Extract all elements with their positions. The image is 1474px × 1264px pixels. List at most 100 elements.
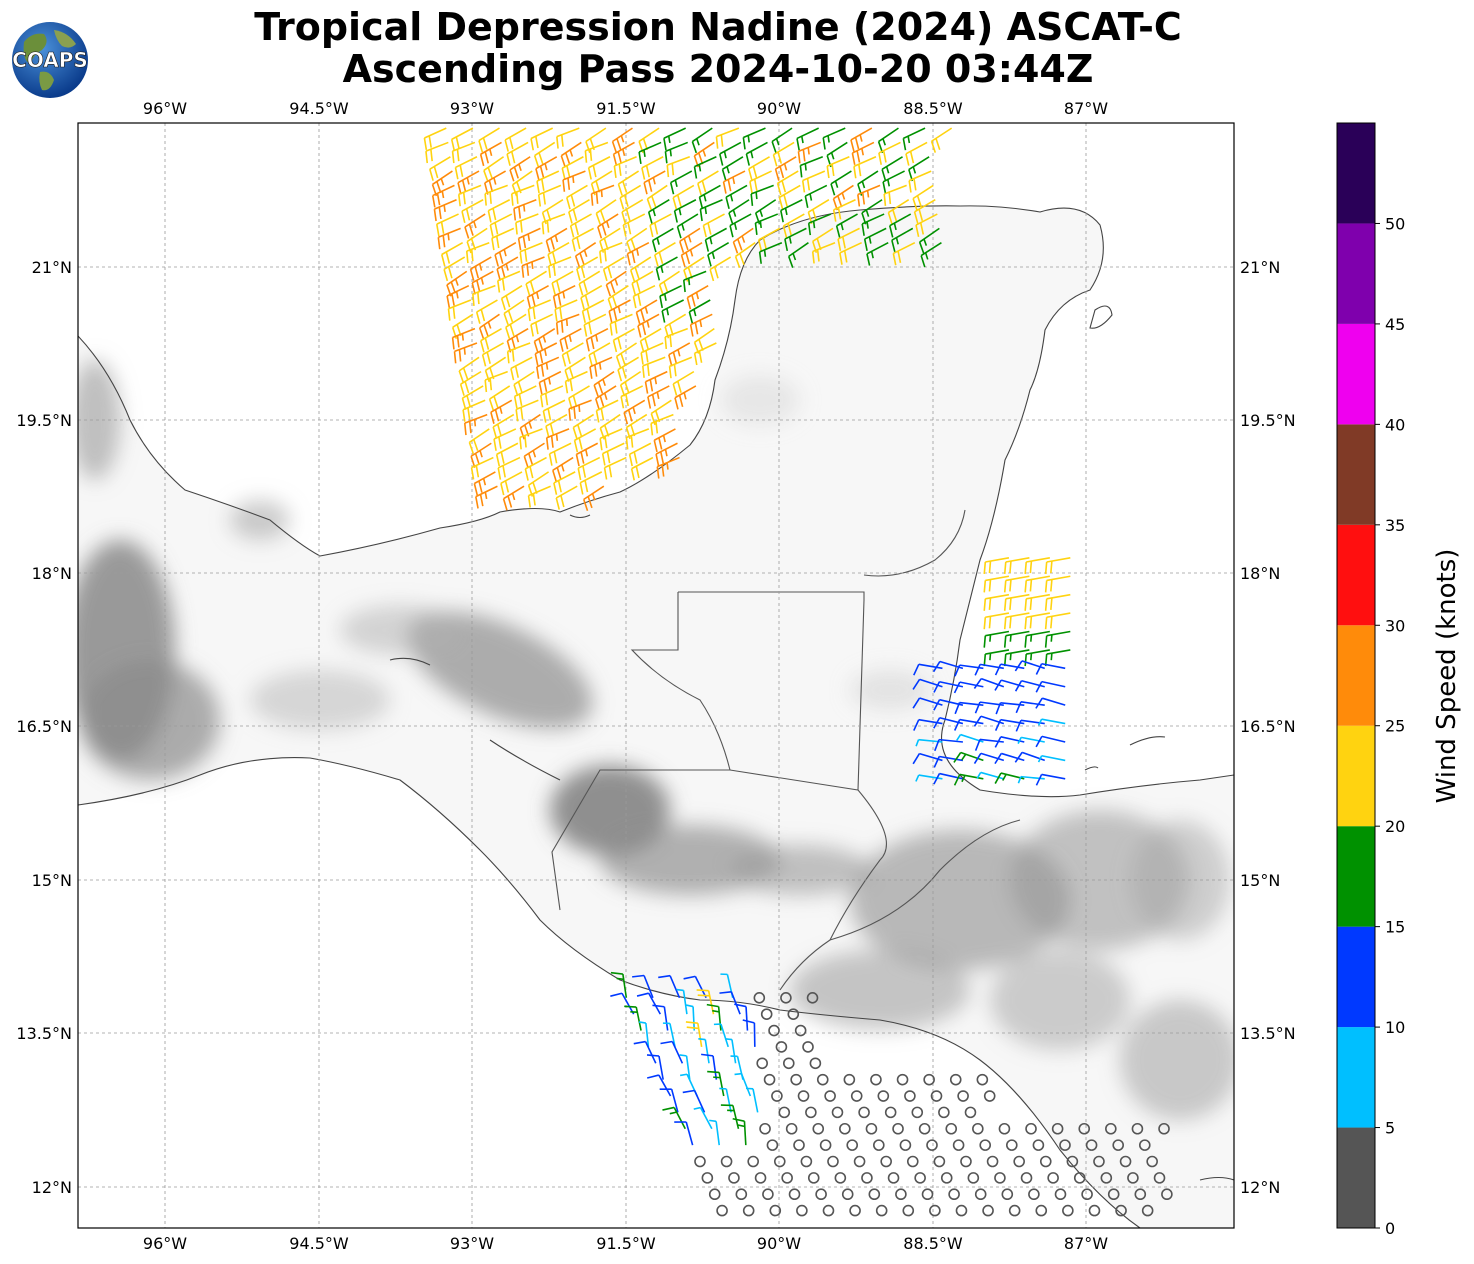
wind-barb [797, 141, 822, 164]
wind-barb [513, 370, 535, 397]
wind-barb [812, 1122, 825, 1135]
wind-barb [443, 256, 466, 282]
wind-barb [994, 736, 1025, 748]
wind-barb [934, 738, 963, 752]
wind-barb [953, 681, 984, 694]
wind-barb [719, 141, 742, 166]
wind-barb [664, 327, 688, 349]
wind-barb [853, 1155, 866, 1168]
lat-tick-label: 12°N [1240, 1178, 1280, 1197]
wind-barb [462, 399, 486, 422]
wind-barb [776, 170, 799, 196]
wind-barb [722, 170, 746, 194]
wind-barb [469, 256, 492, 281]
lon-ticks-top: 96°W 94.5°W 93°W 91.5°W 90°W 88.5°W 87°W [143, 99, 1108, 118]
wind-barb [754, 213, 779, 235]
wind-barb [1024, 557, 1050, 575]
wind-barb [955, 1204, 968, 1217]
wind-barb [571, 227, 594, 252]
wind-barb [782, 1057, 795, 1070]
wind-barb [1044, 593, 1071, 611]
wind-barb [688, 299, 711, 324]
wind-barb [1014, 751, 1046, 763]
wind-barb [983, 575, 1010, 593]
wind-barb [672, 184, 695, 210]
wind-barb [933, 680, 964, 693]
colorbar-bin [1337, 223, 1375, 324]
wind-barb [734, 242, 756, 269]
wind-barb [679, 227, 701, 254]
wind-barb [895, 1188, 907, 1201]
wind-barb [492, 413, 515, 439]
wind-barb [463, 413, 488, 436]
wind-barb [790, 1073, 802, 1086]
wind-barb [964, 1106, 977, 1119]
wind-barb [693, 342, 717, 366]
wind-barb [998, 1122, 1011, 1135]
wind-barb [787, 242, 809, 268]
wind-barb [1138, 1139, 1151, 1151]
wind-barb [763, 1073, 776, 1086]
wind-barb [983, 612, 1010, 630]
wind-barb [837, 227, 860, 251]
colorbar-tick-label: 0 [1385, 1219, 1395, 1238]
wind-barb [734, 1072, 752, 1097]
wind-barb [644, 370, 668, 394]
wind-barb [638, 1021, 650, 1047]
lon-tick-label: 94.5°W [289, 1234, 349, 1253]
wind-barb [1059, 1139, 1071, 1151]
wind-barb [661, 299, 684, 323]
wind-barb [1020, 1172, 1033, 1184]
wind-barb [701, 1053, 718, 1080]
lat-tick-label: 18°N [32, 564, 72, 583]
wind-barb [632, 974, 654, 999]
wind-barb [868, 1188, 881, 1201]
wind-barb [754, 199, 777, 225]
wind-barb [983, 649, 1010, 667]
wind-barb [1003, 612, 1030, 630]
wind-barb [822, 127, 846, 150]
wind-barb [877, 1090, 890, 1102]
wind-barb [707, 1070, 725, 1097]
wind-barb [906, 1155, 919, 1168]
wind-barb [676, 213, 699, 239]
wind-barb [1032, 1139, 1045, 1151]
wind-barb [948, 1188, 960, 1201]
wind-barb [1024, 575, 1050, 593]
wind-barb [639, 327, 662, 353]
wind-barb [636, 992, 661, 1015]
wind-barb [1035, 697, 1066, 709]
wind-barb [974, 1188, 987, 1201]
wind-barb [713, 1023, 729, 1048]
wind-barb [483, 156, 505, 183]
wind-barb [666, 156, 691, 178]
wind-barb [875, 1204, 888, 1217]
wind-barb [1081, 1188, 1093, 1201]
wind-barb [575, 442, 599, 467]
wind-barb [912, 697, 943, 709]
wind-barb [815, 1188, 827, 1201]
wind-barb [535, 156, 558, 181]
wind-barb [807, 1172, 820, 1184]
wind-barb [940, 1172, 953, 1184]
wind-barb [982, 1204, 994, 1217]
wind-barb [843, 1073, 856, 1086]
wind-barb [433, 198, 457, 222]
wind-barb [881, 156, 903, 182]
wind-barb [493, 428, 517, 451]
wind-barb [913, 663, 943, 676]
lon-tick-label: 93°W [450, 1234, 494, 1253]
wind-barb [1107, 1188, 1120, 1201]
wind-barb [861, 1172, 873, 1184]
wind-barb [423, 127, 447, 150]
wind-barb [589, 356, 613, 379]
wind-barb [1024, 630, 1050, 648]
wind-barb [646, 184, 668, 211]
wind-barb [851, 141, 875, 165]
wind-barb [658, 974, 681, 999]
wind-barb [676, 988, 688, 1015]
wind-barb [693, 156, 717, 179]
wind-barb [619, 184, 642, 210]
wind-barb [628, 442, 652, 467]
wind-barb [500, 285, 523, 311]
